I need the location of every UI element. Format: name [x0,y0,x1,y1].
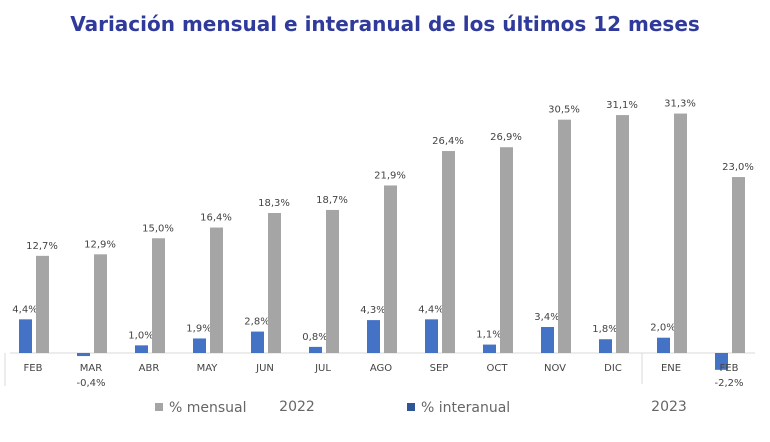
data-label-mensual: 26,4% [432,136,464,147]
category-label: NOV [544,363,566,374]
bar-interanual [77,353,90,357]
data-label-interanual: -2,2% [714,378,743,389]
category-label: JUL [314,363,331,374]
data-label-mensual: 18,7% [316,195,348,206]
data-label-mensual: 15,0% [142,223,174,234]
bar-interanual [135,345,148,353]
data-label-interanual: 1,1% [476,330,501,341]
data-label-mensual: 23,0% [722,162,754,173]
bar-mensual [384,185,397,353]
year-label: 2022 [279,399,315,415]
data-label-interanual: 2,0% [650,323,675,334]
bar-mensual [442,151,455,353]
data-label-mensual: 30,5% [548,105,580,116]
bar-interanual [309,346,322,353]
category-label: AGO [370,363,392,374]
data-label-mensual: 31,3% [664,99,696,110]
data-label-interanual: 1,8% [592,324,617,335]
data-label-mensual: 18,3% [258,198,290,209]
bar-mensual [326,209,339,353]
bar-mensual [674,113,687,354]
bar-interanual [19,319,32,353]
data-label-interanual: 0,8% [302,332,327,343]
data-label-interanual: 4,4% [12,304,37,315]
bar-mensual [558,119,571,353]
data-label-mensual: 21,9% [374,170,406,181]
bar-interanual [367,320,380,353]
data-label-interanual: 3,4% [534,312,559,323]
data-label-mensual: 26,9% [490,132,522,143]
bar-mensual [210,227,223,353]
bar-interanual [657,337,670,353]
category-label: ENE [661,363,681,374]
bar-mensual [94,254,107,353]
bar-interanual [715,353,728,370]
bar-mensual [268,213,281,353]
bar-mensual [152,238,165,353]
bar-mensual [36,255,49,353]
data-label-mensual: 31,1% [606,100,638,111]
data-label-interanual: 2,8% [244,317,269,328]
data-label-interanual: 4,4% [418,304,443,315]
bar-mensual [616,115,629,354]
data-label-interanual: -0,4% [76,378,105,389]
category-label: FEB [720,363,739,374]
bar-interanual [251,331,264,353]
chart-title: Variación mensual e interanual de los úl… [70,12,700,36]
category-label: ABR [139,363,160,374]
category-label: SEP [430,363,449,374]
bar-mensual [732,177,745,353]
bar-interanual [425,319,438,353]
bar-mensual [500,147,513,353]
year-label: 2023 [651,399,687,415]
category-label: FEB [24,363,43,374]
category-label: DIC [604,363,622,374]
data-label-mensual: 12,9% [84,239,116,250]
bar-interanual [483,344,496,353]
bar-interanual [599,339,612,353]
data-label-mensual: 12,7% [26,241,58,252]
category-label: MAY [197,363,219,374]
legend-label-interanual: % interanual [421,400,510,416]
category-label: OCT [487,363,509,374]
bar-interanual [541,326,554,353]
data-label-interanual: 4,3% [360,305,385,316]
data-label-mensual: 16,4% [200,213,232,224]
category-label: JUN [255,363,274,374]
category-label: MAR [80,363,102,374]
data-label-interanual: 1,0% [128,330,153,341]
legend-swatch-mensual [155,403,163,411]
legend-label-mensual: % mensual [169,400,247,416]
legend-swatch-interanual [407,403,415,411]
data-label-interanual: 1,9% [186,323,211,334]
bar-interanual [193,338,206,353]
